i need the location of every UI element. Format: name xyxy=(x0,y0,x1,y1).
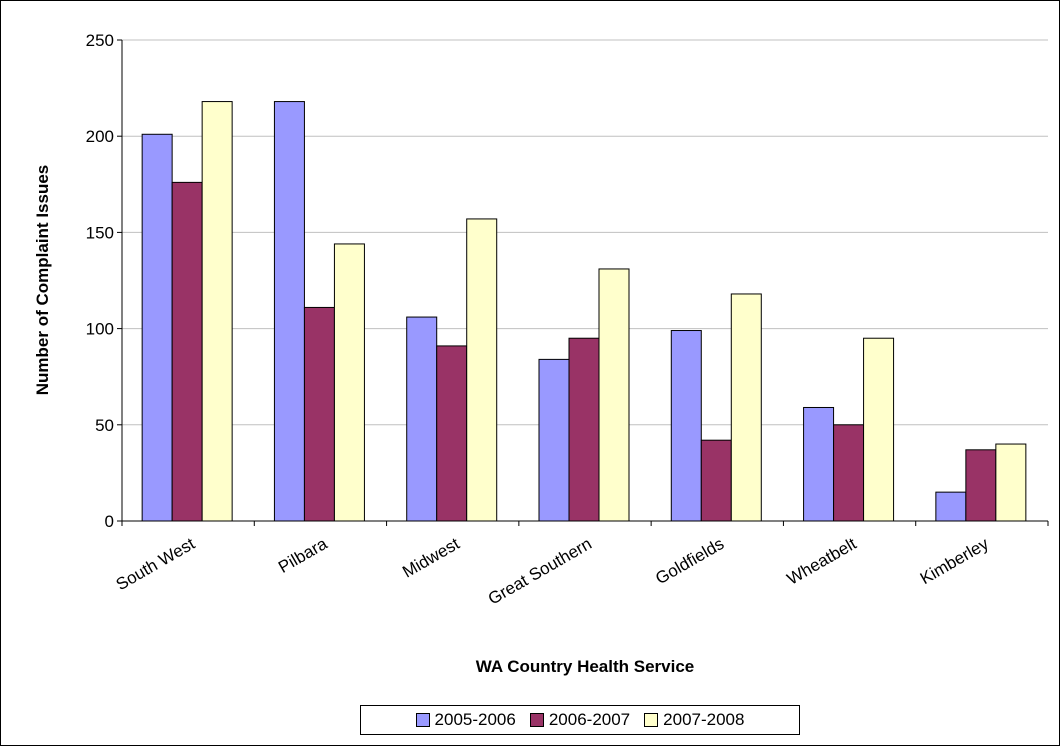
x-axis-label: WA Country Health Service xyxy=(476,657,695,676)
legend-label: 2007-2008 xyxy=(663,710,745,729)
y-tick-label: 100 xyxy=(86,320,114,339)
x-tick-label: Midwest xyxy=(399,534,463,582)
y-tick-labels: 0 50 100 150 200 250 xyxy=(86,31,122,531)
legend-label: 2005-2006 xyxy=(434,710,516,729)
bar-2006-2007-midwest xyxy=(436,345,468,522)
bar-2007-2008-great-southern xyxy=(598,268,630,522)
bar-2005-2006-kimberley xyxy=(935,491,967,522)
legend-label: 2006-2007 xyxy=(548,710,631,729)
legend-item: 2005-2006 xyxy=(415,710,516,730)
bar-2006-2007-goldfields xyxy=(700,439,732,522)
bars xyxy=(141,101,1027,522)
bar-2007-2008-wheatbelt xyxy=(863,337,895,522)
bar-2007-2008-pilbara xyxy=(333,243,365,522)
legend-item: 2006-2007 xyxy=(529,710,631,730)
x-tick-label: Wheatbelt xyxy=(784,534,860,589)
y-tick-label: 150 xyxy=(86,223,114,242)
bar-2006-2007-great-southern xyxy=(568,337,600,522)
bar-2005-2006-goldfields xyxy=(670,330,702,522)
bar-2006-2007-south-west xyxy=(171,181,203,522)
x-tick-label: Kimberley xyxy=(917,534,992,588)
bar-2006-2007-wheatbelt xyxy=(833,424,865,522)
y-tick-label: 50 xyxy=(95,416,114,435)
y-tick-label: 200 xyxy=(86,127,114,146)
bar-2005-2006-great-southern xyxy=(538,358,570,522)
bar-2006-2007-kimberley xyxy=(965,449,997,522)
axes xyxy=(121,40,1048,522)
legend-swatch xyxy=(644,713,659,727)
y-tick-label: 0 xyxy=(105,512,114,531)
legend-swatch xyxy=(529,713,544,727)
bar-2005-2006-wheatbelt xyxy=(803,406,835,522)
bar-2005-2006-pilbara xyxy=(273,101,305,522)
bar-2005-2006-midwest xyxy=(406,316,438,522)
x-tick-label: Pilbara xyxy=(275,534,331,577)
x-tick-label: Goldfields xyxy=(652,534,727,588)
legend: 2005-2006 2006-2007 2007-2008 xyxy=(360,705,800,735)
bar-2007-2008-south-west xyxy=(201,101,233,522)
y-axis-label: Number of Complaint Issues xyxy=(33,165,52,395)
legend-swatch xyxy=(415,713,430,727)
bar-2005-2006-south-west xyxy=(141,133,173,522)
y-tick-label: 250 xyxy=(86,31,114,50)
x-tick-labels: South West Pilbara Midwest Great Southern Go… xyxy=(113,521,1049,609)
bar-2006-2007-pilbara xyxy=(303,306,335,522)
bar-2007-2008-kimberley xyxy=(995,443,1027,522)
bar-2007-2008-midwest xyxy=(466,218,498,522)
bar-2007-2008-goldfields xyxy=(730,293,762,522)
x-tick-label: Great Southern xyxy=(485,534,595,609)
x-tick-label: South West xyxy=(113,534,199,594)
legend-item: 2007-2008 xyxy=(644,710,744,730)
